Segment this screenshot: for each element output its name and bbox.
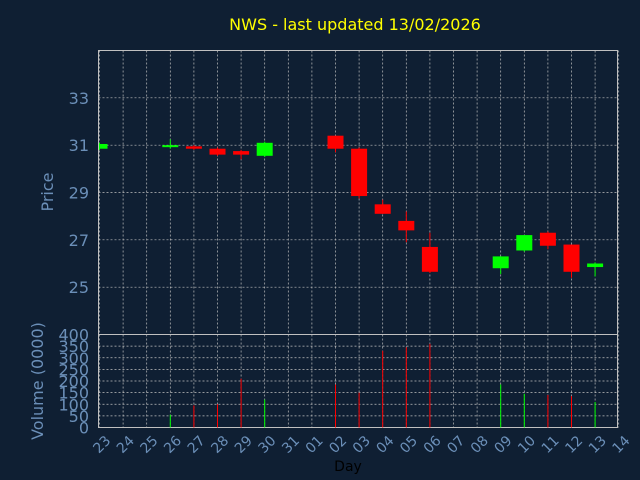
volume-tick-label: 100 — [58, 395, 89, 414]
price-axis-label: Price — [38, 172, 57, 211]
price-tick-label: 29 — [69, 184, 89, 203]
x-tick-label: 13 — [586, 433, 610, 457]
x-tick-label: 02 — [326, 433, 350, 457]
x-tick-label: 28 — [208, 433, 232, 457]
x-tick-label: 03 — [350, 433, 374, 457]
x-tick-label: 24 — [114, 433, 138, 457]
x-tick-label: 14 — [610, 433, 634, 457]
x-tick-label: 25 — [138, 433, 162, 457]
x-tick-label: 23 — [90, 433, 114, 457]
price-tick-label: 33 — [69, 89, 89, 108]
price-axis: 25 27 29 31 33 — [69, 89, 89, 297]
volume-tick-label: 150 — [58, 384, 89, 403]
price-tick-label: 27 — [69, 231, 89, 250]
candle-body — [587, 263, 604, 268]
chart-title: NWS - last updated 13/02/2026 — [229, 15, 481, 34]
x-tick-label: 11 — [539, 433, 563, 457]
candle-body — [421, 246, 438, 272]
x-tick-label: 08 — [468, 433, 492, 457]
candle-body — [256, 142, 273, 156]
x-tick-label: 26 — [161, 433, 185, 457]
x-tick-label: 31 — [279, 433, 303, 457]
x-tick-label: 04 — [374, 433, 398, 457]
candle-body — [516, 235, 533, 251]
volume-tick-label: 0 — [79, 419, 89, 438]
candle-body — [185, 146, 202, 149]
volume-tick-label: 400 — [58, 326, 89, 345]
volume-tick-label: 350 — [58, 337, 89, 356]
price-tick-label: 25 — [69, 278, 89, 297]
x-tick-label: 06 — [421, 433, 445, 457]
x-axis: 23 24 25 26 27 28 29 30 31 01 02 03 04 05 06 07 08 09 10 11… — [90, 433, 633, 457]
candle-body — [374, 204, 391, 214]
x-tick-label: 09 — [492, 433, 516, 457]
volume-tick-label: 300 — [58, 349, 89, 368]
volume-tick-label: 250 — [58, 360, 89, 379]
candle-body — [539, 232, 556, 246]
x-axis-label: Day — [334, 459, 362, 475]
candle-body — [351, 148, 368, 197]
candle-body — [233, 151, 250, 155]
candle-body — [162, 145, 179, 148]
x-tick-label: 07 — [444, 433, 468, 457]
volume-tick-label: 200 — [58, 372, 89, 391]
candle-body — [209, 148, 226, 155]
candle-body — [492, 256, 509, 269]
candle-body — [99, 143, 108, 149]
candle-body — [327, 135, 344, 149]
candle-body — [563, 244, 580, 272]
x-tick-label: 30 — [256, 433, 280, 457]
volume-axis-label: Volume (0000) — [28, 322, 47, 440]
x-tick-label: 12 — [562, 433, 586, 457]
price-tick-label: 31 — [69, 136, 89, 155]
volume-tick-label: 50 — [69, 407, 89, 426]
price-grid — [98, 50, 620, 335]
volume-panel-frame — [98, 334, 618, 428]
candles — [99, 135, 604, 278]
x-tick-label: 10 — [515, 433, 539, 457]
x-tick-label: 29 — [232, 433, 256, 457]
candle-body — [398, 220, 415, 231]
volume-bars — [169, 343, 596, 428]
x-tick-label: 05 — [397, 433, 421, 457]
x-tick-label: 01 — [303, 433, 327, 457]
x-tick-label: 27 — [185, 433, 209, 457]
